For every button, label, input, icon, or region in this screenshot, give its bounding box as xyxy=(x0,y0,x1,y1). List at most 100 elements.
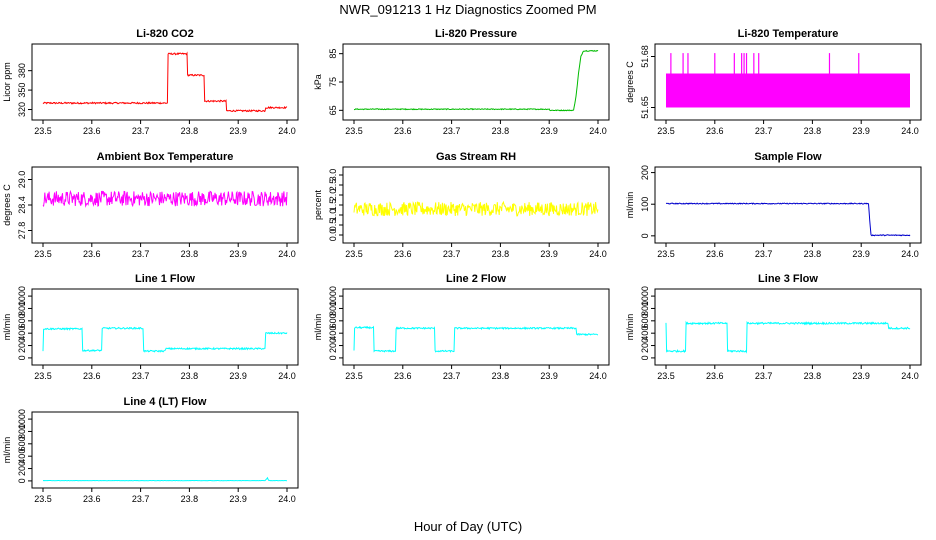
x-tick-label: 23.5 xyxy=(345,126,363,136)
x-tick-label: 24.0 xyxy=(589,126,607,136)
series-line xyxy=(42,476,288,482)
series-line xyxy=(665,320,911,354)
chart-panel: Line 2 Flow ml/min 23.5 23.6 23.7 23.8 23.9 24.… xyxy=(313,273,610,381)
x-tick-label: 23.8 xyxy=(181,371,199,381)
x-tick-label: 23.5 xyxy=(657,371,675,381)
y-axis-label: degrees C xyxy=(625,61,635,103)
x-tick-label: 23.6 xyxy=(83,371,101,381)
figure-x-axis-label: Hour of Day (UTC) xyxy=(414,519,522,534)
panel-title: Sample Flow xyxy=(754,151,822,163)
x-tick-label: 23.5 xyxy=(34,494,52,504)
panel-title: Line 1 Flow xyxy=(135,273,195,285)
plot-frame xyxy=(654,288,922,366)
y-tick-label: 200 xyxy=(328,338,338,353)
x-tick-label: 23.8 xyxy=(492,371,510,381)
y-tick-label: 200 xyxy=(17,338,27,353)
x-tick-label: 23.9 xyxy=(229,249,247,259)
y-tick-label: 1000 xyxy=(17,409,27,429)
x-tick-label: 23.5 xyxy=(657,249,675,259)
x-tick-label: 23.7 xyxy=(443,249,461,259)
x-tick-label: 24.0 xyxy=(901,371,919,381)
x-tick-label: 23.8 xyxy=(804,249,822,259)
x-tick-label: 23.8 xyxy=(492,249,510,259)
x-tick-label: 23.6 xyxy=(394,371,412,381)
series-line xyxy=(42,326,288,353)
panel-grid: Li-820 CO2 Licor ppm 23.5 23.6 23.7 23.8 23.9 2… xyxy=(2,28,922,504)
y-tick-label: 200 xyxy=(640,338,650,353)
y-tick-label: 27.8 xyxy=(17,222,27,240)
plot-frame xyxy=(31,43,299,121)
y-tick-label: 600 xyxy=(640,313,650,328)
series-group xyxy=(353,200,599,217)
y-tick-label: 29.0 xyxy=(17,171,27,189)
chart-panel: Line 1 Flow ml/min 23.5 23.6 23.7 23.8 23.9 24.… xyxy=(2,273,299,381)
panel-title: Line 4 (LT) Flow xyxy=(124,396,207,408)
y-tick-label: 1000 xyxy=(328,286,338,306)
panel-title: Gas Stream RH xyxy=(436,151,516,163)
y-tick-label: 3.0 xyxy=(328,169,338,182)
series-line xyxy=(42,189,288,208)
y-tick-label: 100 xyxy=(640,197,650,212)
x-tick-label: 23.8 xyxy=(804,126,822,136)
y-axis-label: Licor ppm xyxy=(2,62,12,102)
y-tick-label: 380 xyxy=(17,63,27,78)
y-tick-label: 0 xyxy=(17,355,27,360)
series-group xyxy=(42,51,288,113)
x-tick-label: 23.7 xyxy=(132,249,150,259)
x-tick-label: 24.0 xyxy=(278,126,296,136)
series-line xyxy=(42,51,288,113)
y-tick-label: 85 xyxy=(328,49,338,59)
x-tick-label: 23.7 xyxy=(132,371,150,381)
plot-frame xyxy=(342,288,610,366)
y-tick-label: 600 xyxy=(17,313,27,328)
x-tick-label: 23.9 xyxy=(229,371,247,381)
x-tick-label: 23.5 xyxy=(34,126,52,136)
series-line xyxy=(353,200,599,217)
y-axis-label: ml/min xyxy=(2,437,12,464)
y-tick-label: 800 xyxy=(640,301,650,316)
x-tick-label: 24.0 xyxy=(278,249,296,259)
x-tick-label: 23.5 xyxy=(34,249,52,259)
series-group xyxy=(353,325,599,353)
x-tick-label: 23.5 xyxy=(657,126,675,136)
x-tick-label: 24.0 xyxy=(589,249,607,259)
x-tick-label: 23.7 xyxy=(443,126,461,136)
chart-panel: Sample Flow ml/min 23.5 23.6 23.7 23.8 23.9 24.… xyxy=(625,151,922,259)
x-tick-label: 23.8 xyxy=(492,126,510,136)
x-tick-label: 23.5 xyxy=(345,249,363,259)
y-axis-label: degrees C xyxy=(2,184,12,226)
x-tick-label: 23.6 xyxy=(83,494,101,504)
x-tick-label: 23.9 xyxy=(852,249,870,259)
x-tick-label: 23.8 xyxy=(181,126,199,136)
x-tick-label: 23.8 xyxy=(181,494,199,504)
chart-panel: Li-820 Temperature degrees C 23.5 23.6 23.7 2… xyxy=(625,28,922,136)
y-tick-label: 800 xyxy=(17,424,27,439)
series-line xyxy=(353,49,599,112)
y-tick-label: 65 xyxy=(328,105,338,115)
plot-frame xyxy=(654,43,922,121)
x-tick-label: 23.7 xyxy=(132,126,150,136)
y-tick-label: 0 xyxy=(640,355,650,360)
y-tick-label: 51.68 xyxy=(640,45,650,68)
y-tick-label: 400 xyxy=(640,326,650,341)
y-axis-label: ml/min xyxy=(313,314,323,341)
y-tick-label: 28.4 xyxy=(17,196,27,214)
y-tick-label: 1000 xyxy=(640,286,650,306)
x-tick-label: 23.7 xyxy=(755,371,773,381)
chart-panel: Ambient Box Temperature degrees C 23.5 23.6… xyxy=(2,151,299,259)
x-tick-label: 23.8 xyxy=(804,371,822,381)
y-tick-label: 51.65 xyxy=(640,96,650,119)
x-tick-label: 24.0 xyxy=(901,249,919,259)
panel-title: Li-820 Pressure xyxy=(435,28,517,40)
chart-panel: Li-820 CO2 Licor ppm 23.5 23.6 23.7 23.8 23.9 2… xyxy=(2,28,299,136)
y-tick-label: 320 xyxy=(17,102,27,117)
y-tick-label: 1000 xyxy=(17,286,27,306)
y-tick-label: 400 xyxy=(17,326,27,341)
series-group xyxy=(353,49,599,112)
x-tick-label: 23.6 xyxy=(706,371,724,381)
y-tick-label: 800 xyxy=(17,301,27,316)
plot-frame xyxy=(654,166,922,244)
series-group xyxy=(665,202,911,237)
x-tick-label: 24.0 xyxy=(589,371,607,381)
